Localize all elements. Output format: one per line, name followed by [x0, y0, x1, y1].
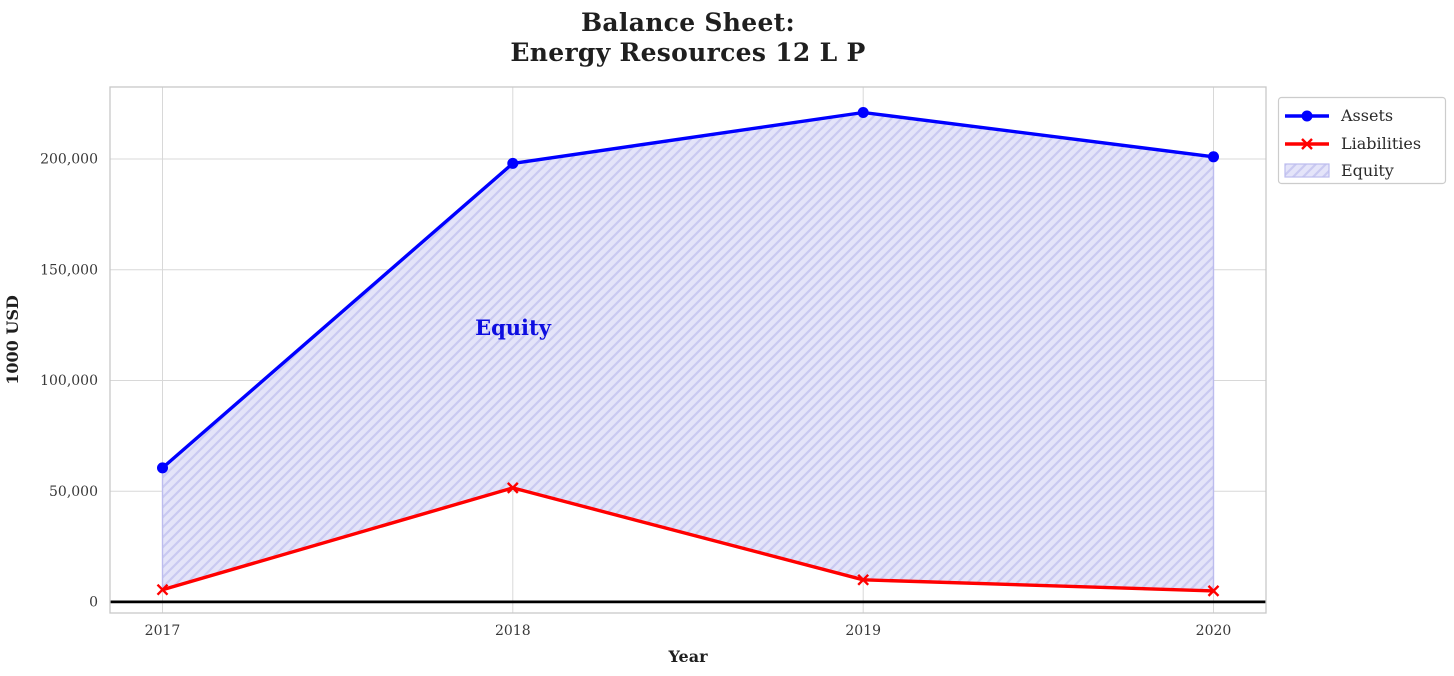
legend-box [1277, 96, 1447, 185]
legend-liabilities-x-marker-icon [1301, 138, 1313, 150]
equity-annotation: Equity [475, 315, 552, 340]
svg-text:200,000: 200,000 [40, 152, 98, 168]
axis-tick-labels: 0 50,000 100,000 150,000 200,000 2017 2018 2019… [40, 152, 1231, 639]
svg-text:2017: 2017 [145, 623, 181, 639]
svg-text:0: 0 [89, 595, 98, 611]
svg-text:100,000: 100,000 [40, 373, 98, 389]
legend-assets-circle-marker-icon [1301, 110, 1313, 122]
legend: Assets Liabilities Equity [1277, 96, 1447, 185]
x-axis-label: Year [667, 647, 708, 666]
svg-text:2019: 2019 [845, 623, 881, 639]
svg-text:2018: 2018 [495, 623, 531, 639]
chart-title-line2: Energy Resources 12 L P [510, 38, 865, 67]
data-series [110, 107, 1266, 604]
chart-title-line1: Balance Sheet: [581, 8, 795, 37]
legend-liabilities-label: Liabilities [1341, 134, 1421, 153]
legend-assets-label: Assets [1340, 106, 1393, 125]
svg-text:2020: 2020 [1196, 623, 1232, 639]
legend-equity-label: Equity [1341, 161, 1394, 180]
plot-border [109, 86, 1267, 614]
svg-text:150,000: 150,000 [40, 262, 98, 278]
legend-equity-swatch-icon [1284, 163, 1330, 178]
svg-text:50,000: 50,000 [49, 484, 98, 500]
y-axis-label: 1000 USD [3, 295, 22, 385]
